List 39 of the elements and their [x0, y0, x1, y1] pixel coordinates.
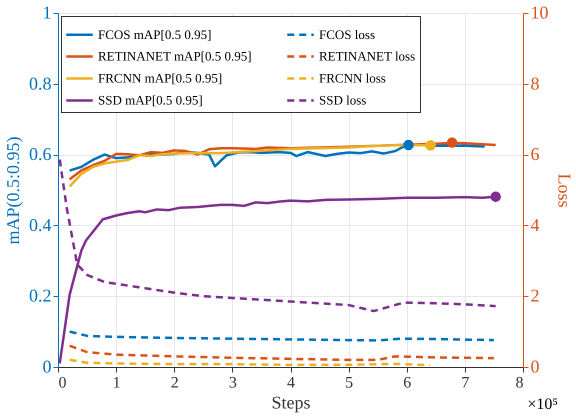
legend-label: SSD mAP[0.5 0.95]	[98, 92, 203, 108]
line-series	[68, 330, 496, 342]
point	[403, 140, 414, 150]
y2-axis-title: Loss	[554, 173, 574, 208]
point	[446, 137, 458, 148]
x-tick-label: 8	[516, 374, 524, 392]
x-tick-label: 3	[228, 374, 237, 392]
legend-label: RETINANET loss	[319, 48, 416, 64]
text: ×10⁵	[527, 396, 558, 414]
y-tick-label: 0.2	[29, 286, 52, 306]
legend-label: RETINANET mAP[0.5 0.95]	[98, 48, 252, 64]
y-tick-label: 0	[42, 356, 52, 376]
x-tick-label: 2	[170, 374, 179, 392]
y-tick-label: 0.6	[29, 144, 52, 164]
legend-label: FRCNN loss	[319, 70, 386, 86]
x-tick-label: 4	[287, 374, 295, 392]
legend-label: FCOS loss	[319, 26, 375, 42]
point	[490, 191, 501, 202]
y2-tick-label: 10	[530, 2, 548, 22]
x-tick-label: 7	[461, 374, 470, 392]
legend-label: FCOS mAP[0.5 0.95]	[98, 26, 212, 42]
y-tick-label: 1	[42, 2, 52, 22]
y-tick-label: 0.8	[29, 73, 52, 94]
x-tick-label: 1	[112, 374, 121, 392]
y2-tick-label: 8	[530, 73, 540, 94]
x-tick-label: 5	[345, 374, 354, 392]
x-tick-label: 0	[58, 374, 66, 392]
y-axis-title: mAP(0.5:0.95)	[3, 136, 23, 244]
y2-tick-label: 4	[530, 214, 540, 235]
line-series	[68, 344, 496, 362]
y-tick-label: 0.4	[29, 214, 52, 235]
legend-label: FRCNN mAP[0.5 0.95]	[98, 70, 222, 86]
y2-tick-label: 0	[530, 356, 540, 376]
y2-tick-label: 2	[530, 286, 540, 306]
x-axis-title: Steps	[271, 392, 311, 412]
legend-label: SSD loss	[319, 92, 366, 108]
point	[425, 140, 436, 151]
y2-tick-label: 6	[530, 144, 540, 164]
x-tick-label: 6	[403, 374, 412, 392]
